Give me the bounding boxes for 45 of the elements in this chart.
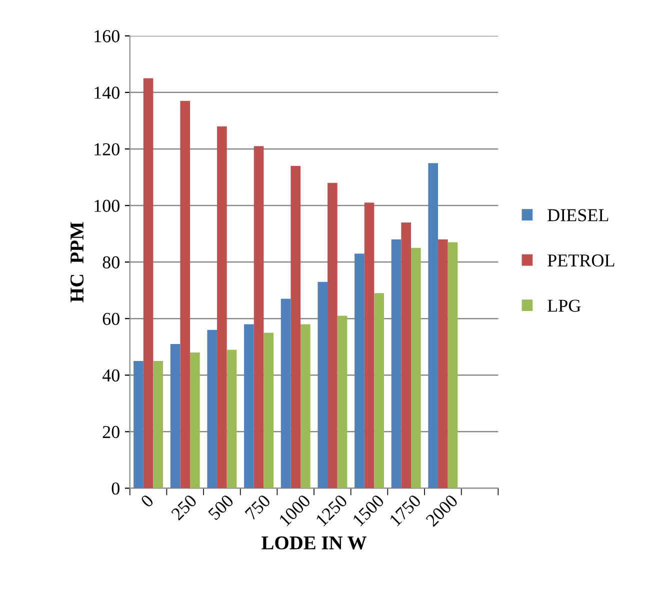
bar bbox=[364, 202, 374, 488]
y-axis-title: HC PPM bbox=[70, 222, 84, 302]
bar bbox=[280, 298, 291, 488]
bar bbox=[401, 222, 412, 488]
x-tick-label: 500 bbox=[208, 494, 234, 520]
bar bbox=[244, 324, 254, 488]
y-tick-label: 160 bbox=[94, 30, 120, 42]
bar bbox=[428, 163, 438, 488]
bar bbox=[190, 352, 200, 488]
y-tick-label: 60 bbox=[102, 312, 120, 326]
x-axis-title: LODE IN W bbox=[262, 536, 366, 550]
bar bbox=[391, 239, 402, 488]
bar bbox=[318, 282, 328, 488]
legend-label: LPG bbox=[548, 300, 581, 312]
y-tick-label: 140 bbox=[94, 86, 120, 99]
bar bbox=[180, 100, 190, 488]
bar bbox=[217, 126, 227, 488]
bar bbox=[254, 146, 264, 488]
bar bbox=[411, 248, 421, 488]
bar bbox=[170, 344, 180, 488]
legend-label: PETROL bbox=[548, 254, 614, 267]
y-tick-label: 20 bbox=[102, 426, 120, 438]
bar bbox=[290, 166, 301, 488]
bar bbox=[143, 78, 154, 488]
bar bbox=[226, 350, 237, 488]
legend-label: DIESEL bbox=[548, 209, 608, 222]
bar bbox=[300, 324, 310, 488]
y-tick-label: 100 bbox=[94, 200, 120, 212]
bar bbox=[153, 361, 164, 488]
y-tick-label: 120 bbox=[94, 143, 120, 156]
bar bbox=[354, 254, 364, 488]
bar bbox=[207, 330, 218, 488]
bar bbox=[328, 182, 338, 488]
x-tick-label: 750 bbox=[244, 494, 272, 520]
y-tick-label: 80 bbox=[102, 256, 120, 268]
y-tick-label: 40 bbox=[102, 369, 120, 382]
bar bbox=[448, 242, 458, 488]
y-tick-label: 0 bbox=[112, 482, 120, 495]
x-tick-label: 0 bbox=[140, 494, 154, 508]
bar bbox=[438, 239, 448, 488]
x-tick-label: 250 bbox=[170, 494, 198, 521]
bar bbox=[374, 293, 384, 488]
bar bbox=[337, 316, 348, 488]
bar bbox=[134, 361, 144, 488]
bar bbox=[264, 332, 274, 488]
